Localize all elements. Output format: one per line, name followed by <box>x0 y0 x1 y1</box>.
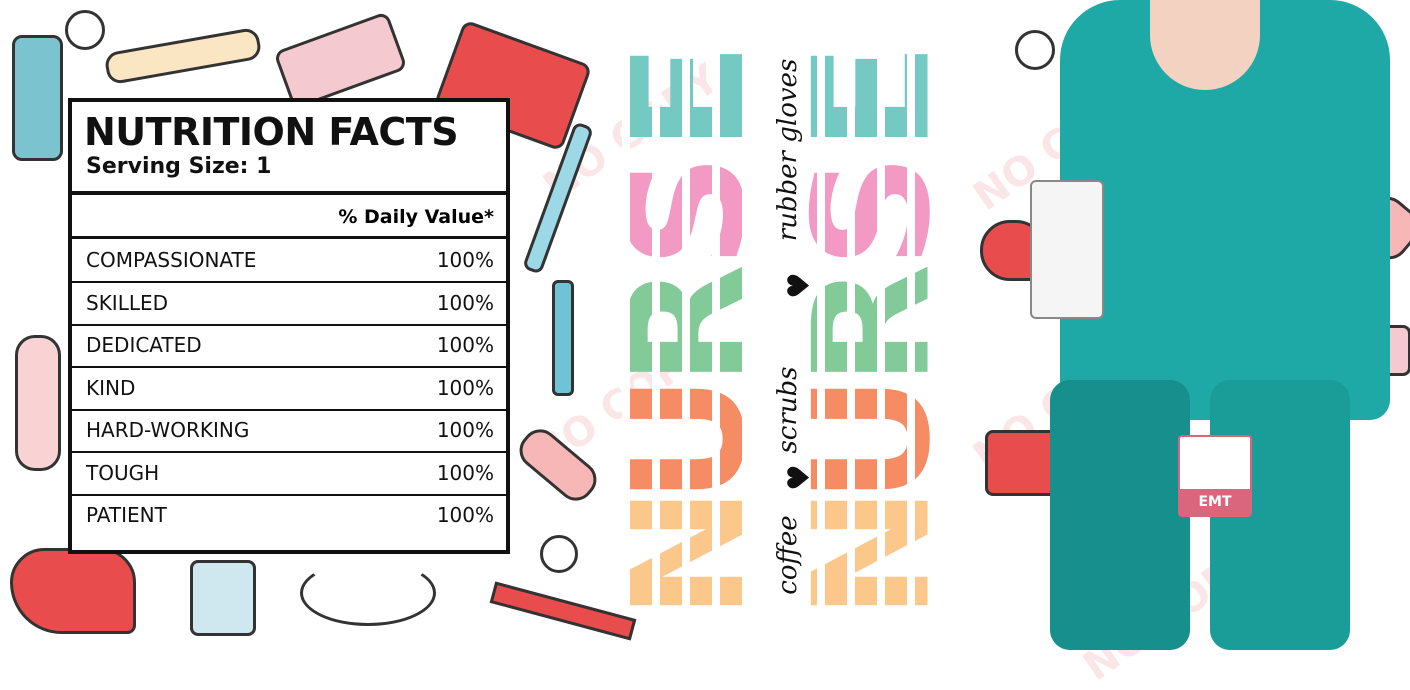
nutrient-value: 100% <box>436 418 494 442</box>
nutrient-row: DEDICATED 100% <box>72 324 506 368</box>
heart-icon: ♥ <box>781 464 817 491</box>
divider <box>72 236 506 239</box>
script-coffee: coffee <box>773 515 803 595</box>
word-left-half: E S R U N <box>600 40 775 610</box>
nutrient-name: TOUGH <box>86 460 160 485</box>
nurse-word-art: E S R U N E S R U N rubber gloves scrubs… <box>600 40 960 610</box>
nutrient-row: KIND 100% <box>72 367 506 411</box>
nutrient-name: PATIENT <box>86 503 167 527</box>
nutrient-value: 100% <box>436 333 494 357</box>
label-title: NUTRITION FACTS <box>84 110 459 154</box>
nutrient-row: TOUGH 100% <box>72 452 506 496</box>
nutrient-value: 100% <box>436 460 494 485</box>
nutrient-row: SKILLED 100% <box>72 282 506 326</box>
pill-icon <box>65 10 105 50</box>
nutrient-row: HARD-WORKING 100% <box>72 409 506 453</box>
divider <box>72 191 506 195</box>
stethoscope-icon <box>300 560 436 626</box>
heart-icon <box>10 548 136 634</box>
medicine-bottle-icon <box>190 560 256 636</box>
script-scrubs: scrubs <box>773 366 803 454</box>
test-tube-icon <box>103 26 263 86</box>
nutrient-name: HARD-WORKING <box>86 418 250 442</box>
nutrition-facts-label: NUTRITION FACTS Serving Size: 1 % Daily … <box>68 98 510 554</box>
nutrient-value: 100% <box>436 248 494 272</box>
serving-size: Serving Size: 1 <box>86 154 272 179</box>
pill-pack-icon <box>273 11 408 110</box>
script-tagline: rubber gloves scrubs coffee <box>768 40 808 610</box>
nutrient-row: COMPASSIONATE 100% <box>72 239 506 283</box>
coffee-cup-icon <box>1030 180 1104 319</box>
nutrient-name: DEDICATED <box>86 333 202 357</box>
daily-value-header: % Daily Value* <box>338 206 494 228</box>
pill-icon <box>540 535 578 573</box>
heart-icon: ♥ <box>781 272 817 299</box>
badge-text: EMT <box>1180 489 1250 515</box>
nutrient-value: 100% <box>436 503 494 527</box>
word-right-half: E S R U N <box>795 40 960 610</box>
nutrient-row: PATIENT 100% <box>72 494 506 536</box>
nurse-figure: EMT <box>1030 0 1390 650</box>
microscope-icon <box>12 35 63 161</box>
nutrient-value: 100% <box>436 290 494 315</box>
dropper-icon <box>552 280 574 396</box>
nutrient-value: 100% <box>436 375 494 400</box>
nutrient-name: SKILLED <box>86 290 169 315</box>
scissors-icon <box>15 335 61 471</box>
first-aid-kit-icon <box>985 430 1061 496</box>
id-badge: EMT <box>1178 435 1252 517</box>
script-rubber-gloves: rubber gloves <box>773 58 803 242</box>
pill-icon <box>1015 30 1055 70</box>
nutrient-name: KIND <box>86 375 136 400</box>
nutrient-name: COMPASSIONATE <box>86 248 257 272</box>
